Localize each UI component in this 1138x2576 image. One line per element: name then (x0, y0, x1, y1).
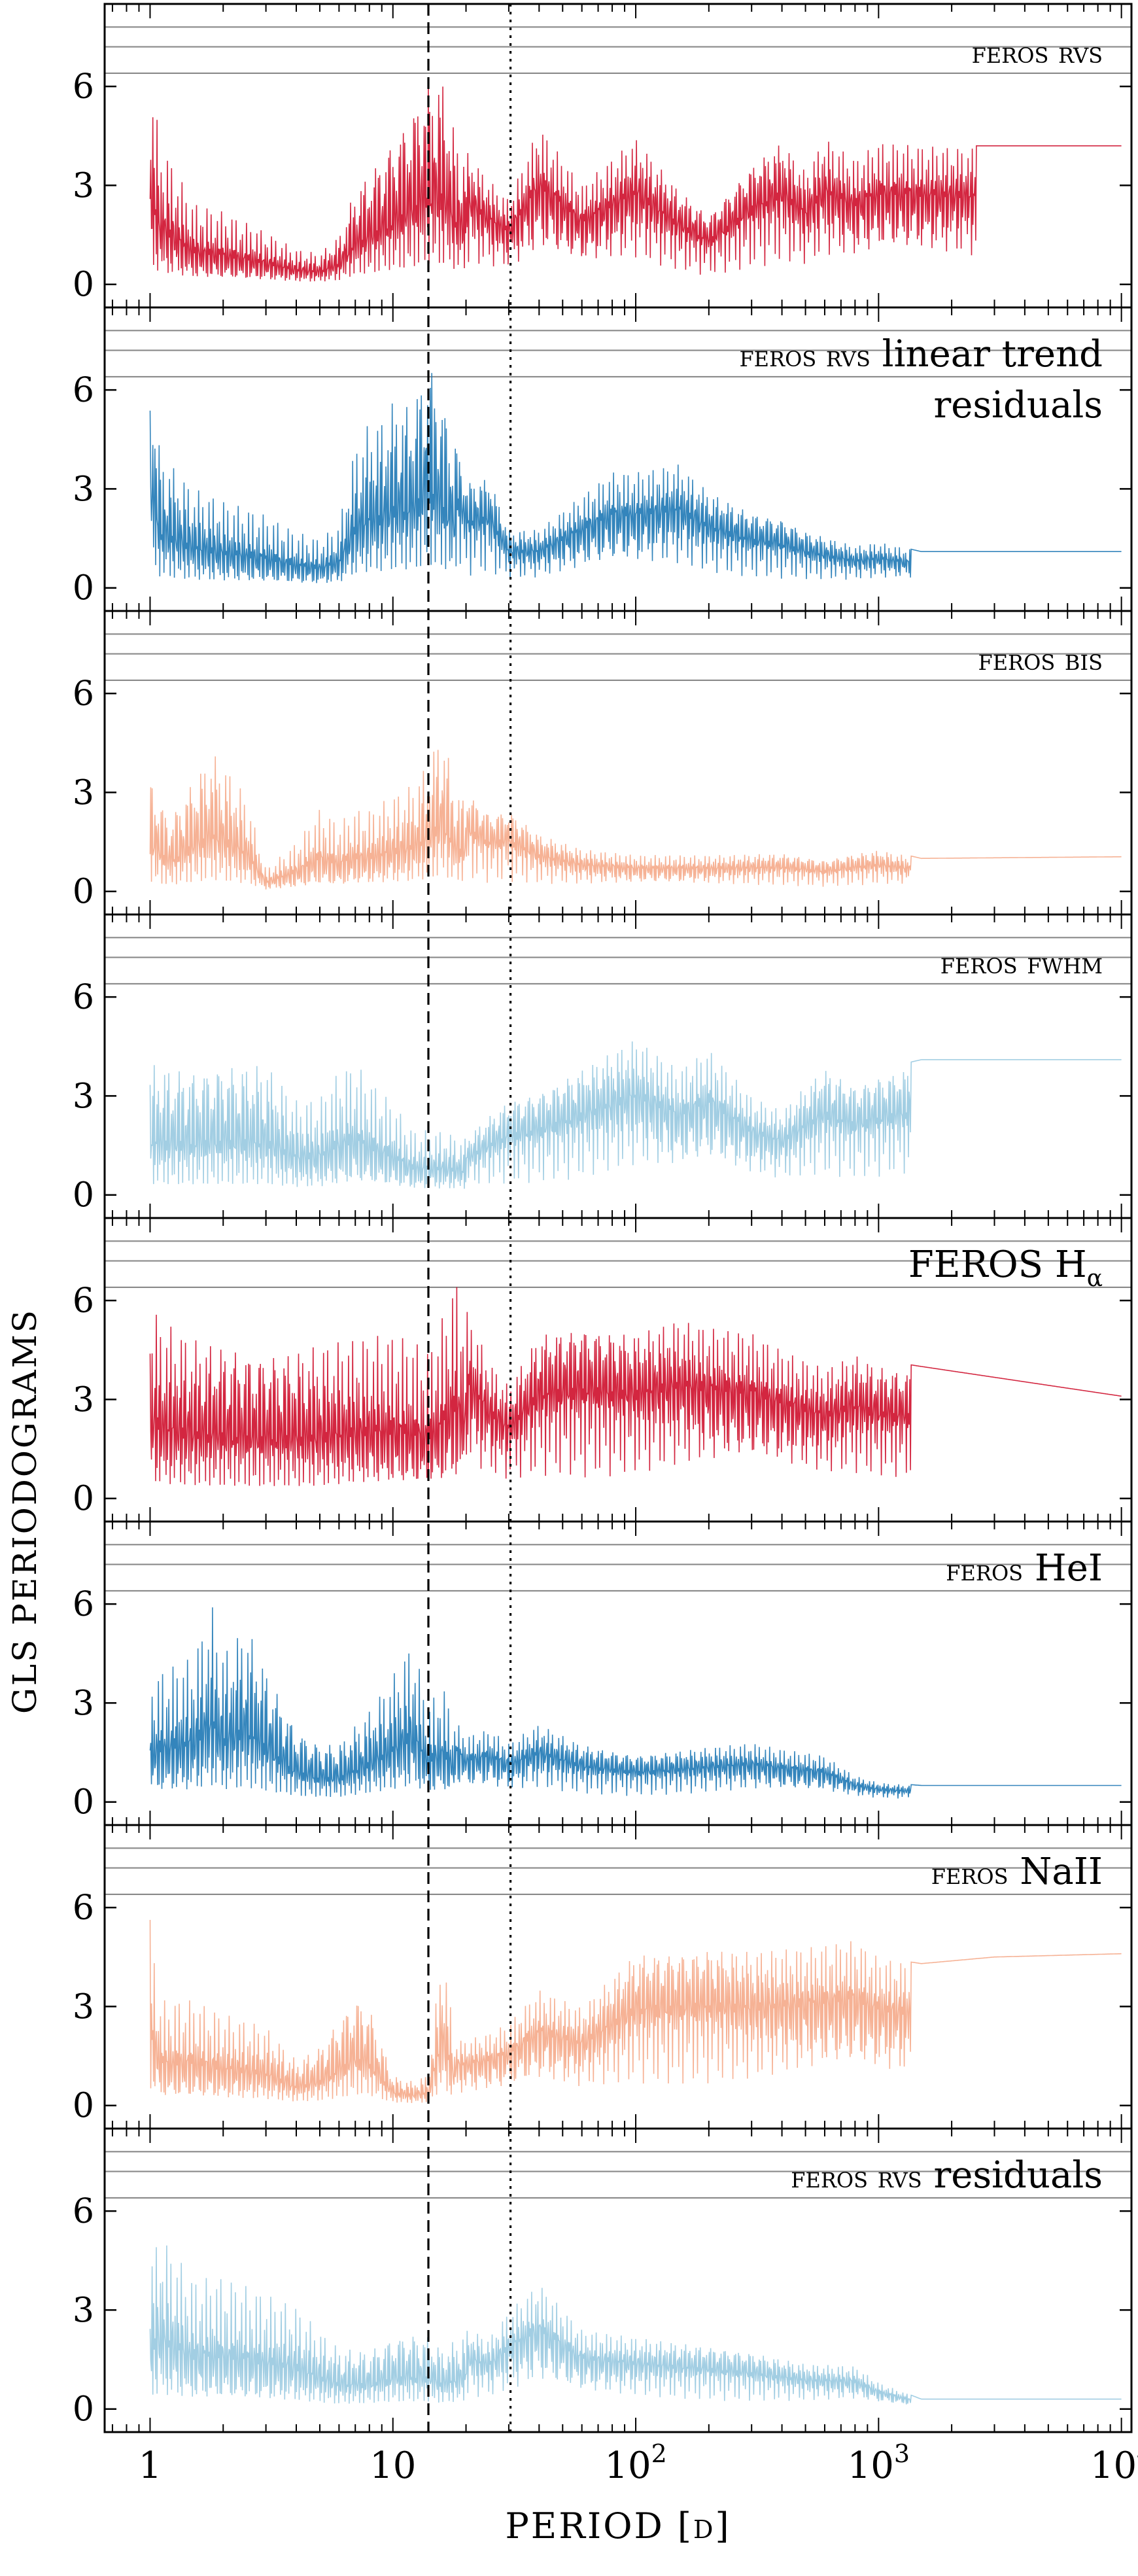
y-tick-label: 6 (73, 2192, 94, 2231)
y-tick-label: 0 (73, 569, 94, 608)
x-axis-label: PERIOD [d] (505, 2505, 731, 2547)
y-tick-label: 0 (73, 2087, 94, 2126)
panel-label-bis: feros bis (978, 642, 1103, 677)
y-tick-label: 3 (73, 1684, 94, 1723)
y-tick-label: 6 (73, 1281, 94, 1321)
panel-label-rvs-res: feros rvs residuals (791, 2154, 1103, 2197)
y-tick-label: 3 (73, 773, 94, 812)
panel-label-fwhm: feros fwhm (940, 945, 1103, 981)
y-tick-label: 6 (73, 1585, 94, 1624)
y-tick-label: 3 (73, 166, 94, 205)
x-tick-label: 104 (1090, 2439, 1138, 2487)
y-tick-label: 0 (73, 873, 94, 912)
panel-bis: 0 3 6 feros bis (73, 610, 1133, 916)
panel-label-halpha: FEROS Hα (908, 1244, 1103, 1292)
panel-fwhm: 0 3 6 feros fwhm (73, 913, 1133, 1219)
panel-label-rvs: feros rvs (972, 35, 1103, 70)
periodogram-line-hei (149, 1607, 1122, 1799)
periodogram-line-naii (149, 1919, 1122, 2103)
y-tick-label: 0 (73, 1480, 94, 1519)
y-tick-label: 0 (73, 1176, 94, 1215)
panel-rvs-res: 0 3 6 feros rvs residuals (73, 2127, 1133, 2433)
y-tick-label: 0 (73, 2390, 94, 2429)
y-tick-label: 6 (73, 1888, 94, 1928)
panel-hei: 0 3 6 feros HeI (73, 1520, 1133, 1826)
periodogram-line-rvs (149, 81, 1122, 282)
periodogram-line-halpha (149, 1287, 1122, 1486)
y-tick-label: 0 (73, 1783, 94, 1822)
y-tick-label: 3 (73, 1077, 94, 1116)
x-tick-label: 10 (370, 2445, 416, 2487)
y-tick-label: 0 (73, 266, 94, 305)
x-tick-label: 102 (604, 2439, 666, 2487)
panel-rvs: 0 3 6 feros rvs (73, 3, 1133, 309)
x-tick-label: 1 (139, 2445, 162, 2487)
periodogram-line-bis (149, 750, 1122, 890)
panel-naii: 0 3 6 feros NaII (73, 1824, 1133, 2130)
panel-label-rvs-trend-res: feros rvs linear trend (739, 333, 1103, 375)
panel-label-naii: feros NaII (931, 1851, 1103, 1893)
y-tick-label: 3 (73, 2291, 94, 2330)
y-tick-label: 6 (73, 978, 94, 1017)
panel-label-rvs-trend-res: residuals (933, 384, 1103, 426)
y-tick-label: 3 (73, 1380, 94, 1419)
y-tick-label: 6 (73, 67, 94, 107)
y-tick-label: 3 (73, 1987, 94, 2027)
y-tick-label: 6 (73, 674, 94, 714)
panel-frame (103, 2127, 1133, 2433)
panel-label-hei: feros HeI (946, 1547, 1103, 1590)
y-tick-label: 6 (73, 371, 94, 410)
periodogram-line-rvs-res (149, 2245, 1122, 2405)
y-tick-label: 3 (73, 470, 94, 509)
panel-rvs-trend-res: 0 3 6 feros rvs linear trend residuals (73, 306, 1133, 612)
periodogram-line-fwhm (149, 1041, 1122, 1189)
x-tick-label: 103 (848, 2439, 910, 2487)
periodogram-line-rvs-trend-res (149, 373, 1122, 583)
panel-halpha: 0 3 6 FEROS Hα (73, 1217, 1133, 1523)
